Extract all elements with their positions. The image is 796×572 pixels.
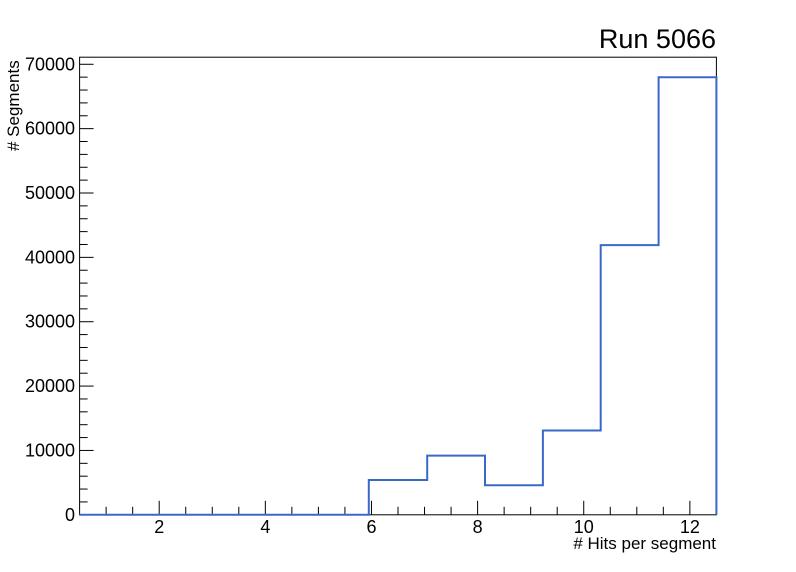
y-tick-label: 60000 bbox=[25, 119, 75, 139]
x-tick-label: 8 bbox=[473, 517, 483, 537]
x-axis-title: # Hits per segment bbox=[573, 534, 716, 553]
x-tick-label: 6 bbox=[366, 517, 376, 537]
x-tick-label: 4 bbox=[260, 517, 270, 537]
y-tick-label: 50000 bbox=[25, 183, 75, 203]
y-tick-label: 0 bbox=[65, 505, 75, 525]
x-tick-label: 2 bbox=[154, 517, 164, 537]
y-tick-label: 30000 bbox=[25, 312, 75, 332]
plot-title: Run 5066 bbox=[598, 24, 716, 54]
x-tick-label: 10 bbox=[574, 517, 594, 537]
y-tick-label: 10000 bbox=[25, 440, 75, 460]
y-tick-label: 70000 bbox=[25, 54, 75, 74]
y-tick-label: 40000 bbox=[25, 247, 75, 267]
histogram-line bbox=[79, 76, 718, 516]
y-axis-title: # Segments bbox=[4, 60, 23, 151]
y-tick-label: 20000 bbox=[25, 376, 75, 396]
plot-frame bbox=[79, 56, 717, 516]
x-tick-label: 12 bbox=[680, 517, 700, 537]
